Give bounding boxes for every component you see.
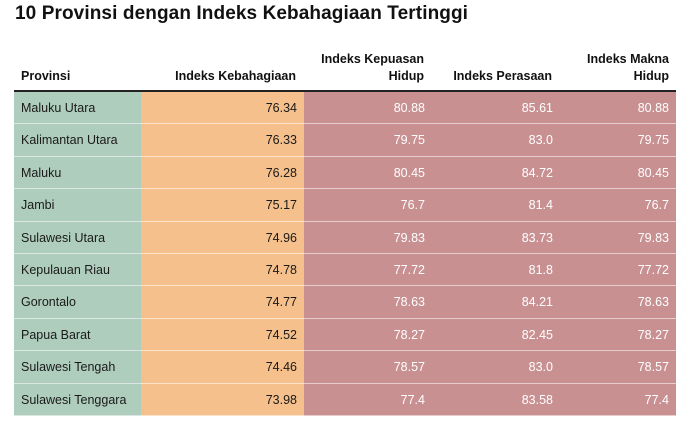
- cell-indeks-perasaan: 82.45: [432, 318, 560, 352]
- table-body: Maluku Utara 76.34 80.88 85.61 80.88 Kalimant…: [14, 92, 676, 416]
- header-indeks-makna-hidup: Indeks Makna Hidup: [587, 52, 669, 83]
- cell-indeks-kepuasan-hidup: 76.7: [304, 189, 432, 222]
- table-row: Sulawesi Utara 74.96 79.83 83.73 79.83: [14, 221, 676, 254]
- cell-indeks-kepuasan-hidup: 78.27: [304, 318, 432, 352]
- cell-indeks-kebahagiaan: 74.78: [141, 253, 304, 287]
- table-row: Gorontalo 74.77 78.63 84.21 78.63: [14, 286, 676, 319]
- cell-provinsi: Maluku Utara: [14, 92, 141, 125]
- chart-title: 10 Provinsi dengan Indeks Kebahagiaan Te…: [15, 3, 469, 24]
- cell-indeks-makna-hidup: 79.83: [560, 221, 676, 254]
- cell-indeks-kebahagiaan: 74.46: [141, 351, 304, 384]
- cell-indeks-perasaan: 84.72: [432, 156, 560, 190]
- cell-provinsi: Papua Barat: [14, 318, 141, 352]
- table-row: Sulawesi Tenggara 73.98 77.4 83.58 77.4: [14, 383, 676, 416]
- table-row: Kalimantan Utara 76.33 79.75 83.0 79.75: [14, 124, 676, 157]
- cell-provinsi: Maluku: [14, 156, 141, 190]
- cell-indeks-kebahagiaan: 75.17: [141, 189, 304, 222]
- cell-indeks-perasaan: 84.21: [432, 286, 560, 319]
- cell-provinsi: Jambi: [14, 189, 141, 222]
- cell-indeks-makna-hidup: 77.72: [560, 253, 676, 287]
- cell-indeks-perasaan: 85.61: [432, 92, 560, 125]
- header-provinsi: Provinsi: [21, 69, 71, 83]
- table-row: Kepulauan Riau 74.78 77.72 81.8 77.72: [14, 253, 676, 287]
- table-row: Maluku 76.28 80.45 84.72 80.45: [14, 156, 676, 190]
- cell-indeks-makna-hidup: 78.63: [560, 286, 676, 319]
- table-row: Papua Barat 74.52 78.27 82.45 78.27: [14, 318, 676, 352]
- cell-indeks-kepuasan-hidup: 79.83: [304, 221, 432, 254]
- cell-indeks-perasaan: 81.4: [432, 189, 560, 222]
- cell-indeks-makna-hidup: 77.4: [560, 383, 676, 416]
- cell-indeks-kepuasan-hidup: 77.4: [304, 383, 432, 416]
- cell-indeks-perasaan: 83.58: [432, 383, 560, 416]
- table-row: Sulawesi Tengah 74.46 78.57 83.0 78.57: [14, 351, 676, 384]
- cell-provinsi: Sulawesi Utara: [14, 221, 141, 254]
- header-indeks-kepuasan-hidup: Indeks Kepuasan Hidup: [321, 52, 424, 83]
- cell-indeks-makna-hidup: 78.57: [560, 351, 676, 384]
- cell-indeks-perasaan: 83.0: [432, 124, 560, 157]
- table-header: Provinsi Indeks Kebahagiaan Indeks Kepua…: [14, 46, 676, 92]
- cell-provinsi: Kalimantan Utara: [14, 124, 141, 157]
- cell-indeks-makna-hidup: 80.88: [560, 92, 676, 125]
- cell-indeks-makna-hidup: 80.45: [560, 156, 676, 190]
- cell-provinsi: Kepulauan Riau: [14, 253, 141, 287]
- cell-indeks-kebahagiaan: 76.28: [141, 156, 304, 190]
- table-row: Maluku Utara 76.34 80.88 85.61 80.88: [14, 92, 676, 125]
- cell-indeks-kepuasan-hidup: 78.63: [304, 286, 432, 319]
- cell-indeks-makna-hidup: 76.7: [560, 189, 676, 222]
- header-indeks-perasaan: Indeks Perasaan: [453, 69, 552, 83]
- cell-indeks-kepuasan-hidup: 80.88: [304, 92, 432, 125]
- cell-indeks-kebahagiaan: 74.52: [141, 318, 304, 352]
- cell-indeks-kebahagiaan: 74.96: [141, 221, 304, 254]
- cell-indeks-kebahagiaan: 76.33: [141, 124, 304, 157]
- cell-indeks-kebahagiaan: 76.34: [141, 92, 304, 125]
- cell-indeks-kepuasan-hidup: 77.72: [304, 253, 432, 287]
- cell-indeks-kebahagiaan: 74.77: [141, 286, 304, 319]
- cell-indeks-kepuasan-hidup: 78.57: [304, 351, 432, 384]
- cell-indeks-perasaan: 83.73: [432, 221, 560, 254]
- data-table: Provinsi Indeks Kebahagiaan Indeks Kepua…: [14, 46, 676, 416]
- cell-indeks-perasaan: 81.8: [432, 253, 560, 287]
- cell-indeks-kepuasan-hidup: 79.75: [304, 124, 432, 157]
- header-indeks-kebahagiaan: Indeks Kebahagiaan: [175, 69, 296, 83]
- cell-provinsi: Sulawesi Tenggara: [14, 383, 141, 416]
- cell-provinsi: Gorontalo: [14, 286, 141, 319]
- cell-indeks-makna-hidup: 79.75: [560, 124, 676, 157]
- cell-indeks-kebahagiaan: 73.98: [141, 383, 304, 416]
- cell-indeks-makna-hidup: 78.27: [560, 318, 676, 352]
- cell-indeks-perasaan: 83.0: [432, 351, 560, 384]
- table-row: Jambi 75.17 76.7 81.4 76.7: [14, 189, 676, 222]
- cell-provinsi: Sulawesi Tengah: [14, 351, 141, 384]
- cell-indeks-kepuasan-hidup: 80.45: [304, 156, 432, 190]
